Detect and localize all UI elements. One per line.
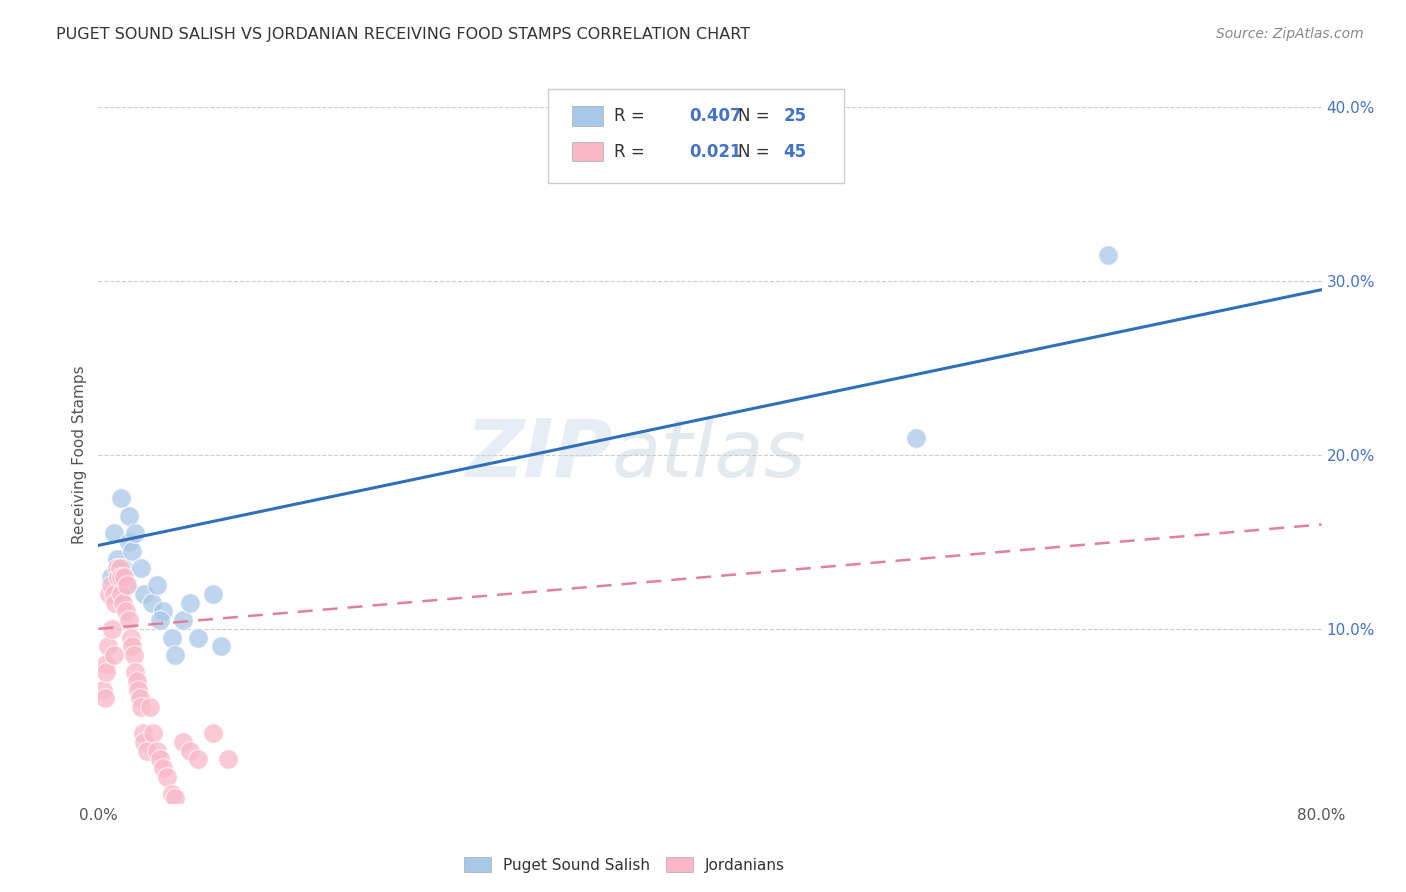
Point xyxy=(125,674,148,689)
Point xyxy=(104,596,127,610)
Point xyxy=(105,552,128,566)
Point xyxy=(142,726,165,740)
Point xyxy=(163,648,186,662)
Point xyxy=(149,752,172,766)
Point xyxy=(145,744,167,758)
Point xyxy=(94,657,117,671)
Y-axis label: Receiving Food Stamps: Receiving Food Stamps xyxy=(72,366,87,544)
Point xyxy=(179,744,201,758)
Point xyxy=(105,561,128,575)
Point xyxy=(98,587,121,601)
Point xyxy=(110,587,132,601)
Point xyxy=(111,596,134,610)
Point xyxy=(107,570,129,584)
Point xyxy=(202,587,225,601)
Point xyxy=(905,431,928,445)
Text: PUGET SOUND SALISH VS JORDANIAN RECEIVING FOOD STAMPS CORRELATION CHART: PUGET SOUND SALISH VS JORDANIAN RECEIVIN… xyxy=(56,27,751,42)
Point xyxy=(97,639,120,653)
Point xyxy=(103,648,125,662)
Point xyxy=(179,596,201,610)
Point xyxy=(152,605,174,619)
Point xyxy=(100,570,122,584)
Point xyxy=(152,761,174,775)
Point xyxy=(103,526,125,541)
Point xyxy=(129,561,152,575)
Point xyxy=(115,605,138,619)
Legend: Puget Sound Salish, Jordanians: Puget Sound Salish, Jordanians xyxy=(457,850,792,879)
Point xyxy=(128,691,150,706)
Point xyxy=(187,752,209,766)
Point xyxy=(110,491,132,506)
Point xyxy=(134,587,156,601)
Point xyxy=(217,752,239,766)
Point xyxy=(132,726,155,740)
Point xyxy=(103,587,125,601)
Point xyxy=(110,570,132,584)
Point xyxy=(127,682,149,697)
Point xyxy=(141,596,163,610)
Point xyxy=(112,570,135,584)
Point xyxy=(163,790,186,805)
Point xyxy=(172,735,194,749)
Point xyxy=(187,631,209,645)
Point xyxy=(91,682,114,697)
Point xyxy=(111,561,134,575)
Point xyxy=(101,622,124,636)
Point xyxy=(117,578,139,592)
Point xyxy=(134,735,156,749)
Point xyxy=(94,665,117,680)
Point xyxy=(100,578,122,592)
Point xyxy=(124,526,146,541)
Text: Source: ZipAtlas.com: Source: ZipAtlas.com xyxy=(1216,27,1364,41)
Point xyxy=(121,543,143,558)
Text: R =: R = xyxy=(614,107,651,125)
Point xyxy=(118,534,141,549)
Point xyxy=(108,561,131,575)
Point xyxy=(120,631,142,645)
Point xyxy=(149,613,172,627)
Text: N =: N = xyxy=(738,143,775,161)
Point xyxy=(145,578,167,592)
Text: 0.021: 0.021 xyxy=(689,143,741,161)
Text: 45: 45 xyxy=(783,143,806,161)
Text: ZIP: ZIP xyxy=(465,416,612,494)
Point xyxy=(122,648,145,662)
Text: 25: 25 xyxy=(783,107,806,125)
Point xyxy=(124,665,146,680)
Point xyxy=(93,691,115,706)
Point xyxy=(172,613,194,627)
Point xyxy=(160,787,183,801)
Point xyxy=(136,744,159,758)
Point xyxy=(129,700,152,714)
Point xyxy=(118,613,141,627)
Text: N =: N = xyxy=(738,107,775,125)
Point xyxy=(202,726,225,740)
Point xyxy=(139,700,162,714)
Point xyxy=(115,578,138,592)
Text: atlas: atlas xyxy=(612,416,807,494)
Point xyxy=(121,639,143,653)
Point xyxy=(1097,248,1119,262)
Text: 0.407: 0.407 xyxy=(689,107,741,125)
Point xyxy=(118,508,141,523)
Point xyxy=(209,639,232,653)
Point xyxy=(156,770,179,784)
Text: R =: R = xyxy=(614,143,651,161)
Point xyxy=(160,631,183,645)
